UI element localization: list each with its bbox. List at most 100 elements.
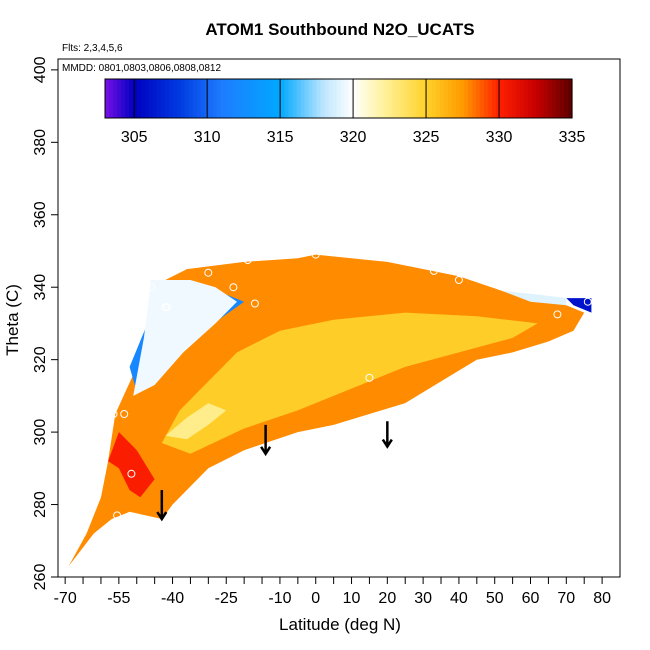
field-region-yellow-core (161, 312, 538, 454)
colorbar-segment (112, 79, 118, 118)
colorbar-segment (300, 79, 306, 118)
colorbar-tick-label: 310 (194, 129, 221, 146)
x-tick-label: -55 (107, 590, 130, 607)
x-tick-label: 40 (450, 590, 468, 607)
colorbar-segment (452, 79, 457, 118)
colorbar-segment (564, 79, 569, 118)
sample-point (163, 303, 172, 312)
field-region-red-edge (108, 432, 155, 498)
colorbar-segment (168, 79, 174, 118)
colorbar-segment (392, 79, 397, 118)
x-tick-label: 70 (557, 590, 575, 607)
colorbar-segment (200, 79, 206, 118)
colorbar-segment (260, 79, 266, 118)
colorbar-segment (548, 79, 553, 118)
colorbar-segment (512, 79, 517, 118)
colorbar-segment (472, 79, 477, 118)
colorbar-segment (160, 79, 166, 118)
colorbar-segment (240, 79, 246, 118)
field-region-main-orange (68, 254, 585, 567)
colorbar-segment (164, 79, 170, 118)
colorbar-segment (172, 79, 178, 118)
colorbar-segment (384, 79, 389, 118)
sample-point (109, 410, 118, 418)
colorbar-segment (428, 79, 433, 118)
colorbar-segment (432, 79, 437, 118)
colorbar-segment (540, 79, 545, 118)
colorbar-segment (284, 79, 290, 118)
colorbar-segment (132, 79, 138, 118)
x-axis: -70 -55 -40 -25 -10 0 10 20 30 40 50 60 70 80 (54, 577, 611, 607)
colorbar-segment (344, 79, 350, 118)
colorbar-tick-label: 315 (267, 129, 294, 146)
y-tick-label: 340 (32, 274, 49, 301)
colorbar-tick-label: 305 (121, 129, 148, 146)
colorbar-segment (228, 79, 234, 118)
colorbar-segment (180, 79, 186, 118)
chart-title: ATOM1 Southbound N2O_UCATS (205, 20, 474, 39)
sample-point (454, 276, 463, 284)
x-tick-label: 80 (593, 590, 611, 607)
y-tick-label: 300 (32, 419, 49, 446)
colorbar-segment (436, 79, 441, 118)
colorbar-segment (120, 79, 126, 118)
colorbar-segment (268, 79, 274, 118)
colorbar-segment (356, 79, 362, 118)
colorbar-segment (276, 79, 282, 118)
x-tick-label: 20 (378, 590, 396, 607)
colorbar-segment (288, 79, 294, 118)
colorbar-segment (340, 79, 346, 118)
sample-point (127, 469, 136, 478)
colorbar-segment (320, 79, 326, 118)
colorbar-segment (556, 79, 561, 118)
sample-point (365, 373, 374, 382)
colorbar-segment (372, 79, 378, 118)
y-tick-label: 260 (32, 564, 49, 591)
colorbar-segment (480, 79, 485, 118)
y-tick-label: 360 (32, 201, 49, 228)
sample-point (311, 250, 320, 259)
colorbar-segment (324, 79, 330, 118)
colorbar-segment (552, 79, 557, 118)
colorbar-segment (420, 79, 425, 118)
colorbar-segment (256, 79, 262, 118)
plot-area (68, 250, 592, 567)
sample-point (113, 511, 122, 520)
colorbar-segment (124, 79, 130, 118)
colorbar: 305 310 315 320 325 330 335 (104, 78, 585, 146)
colorbar-segment (460, 79, 465, 118)
colorbar-segment (188, 79, 194, 118)
colorbar-segment (304, 79, 310, 118)
y-axis-label: Theta (C) (3, 284, 22, 356)
colorbar-segment (248, 79, 254, 118)
colorbar-segment (568, 79, 573, 118)
colorbar-segment (140, 79, 146, 118)
colorbar-segment (336, 79, 342, 118)
colorbar-segment (368, 79, 374, 118)
colorbar-segment (208, 79, 214, 118)
colorbar-segment (152, 79, 158, 118)
colorbar-segment (105, 79, 110, 118)
down-arrow (156, 490, 168, 522)
colorbar-segment (504, 79, 509, 118)
colorbar-segment (476, 79, 481, 118)
colorbar-segment (468, 79, 473, 118)
y-tick-label: 280 (32, 491, 49, 518)
colorbar-segment (424, 79, 429, 118)
colorbar-segment (264, 79, 270, 118)
colorbar-segment (352, 79, 358, 118)
flights-note: Flts: 2,3,4,5,6 (62, 43, 123, 54)
colorbar-segment (416, 79, 421, 118)
colorbar-tick-label: 325 (413, 129, 440, 146)
colorbar-segment (520, 79, 525, 118)
x-tick-label: 50 (486, 590, 504, 607)
colorbar-segment (544, 79, 549, 118)
colorbar-segment (272, 79, 278, 118)
x-axis-label: Latitude (deg N) (279, 615, 401, 634)
colorbar-segment (488, 79, 493, 118)
down-arrow (381, 421, 393, 449)
field-region-right-blue-tip (566, 298, 592, 313)
colorbar-segment (252, 79, 258, 118)
sample-point (120, 410, 129, 418)
x-tick-label: 10 (343, 590, 361, 607)
